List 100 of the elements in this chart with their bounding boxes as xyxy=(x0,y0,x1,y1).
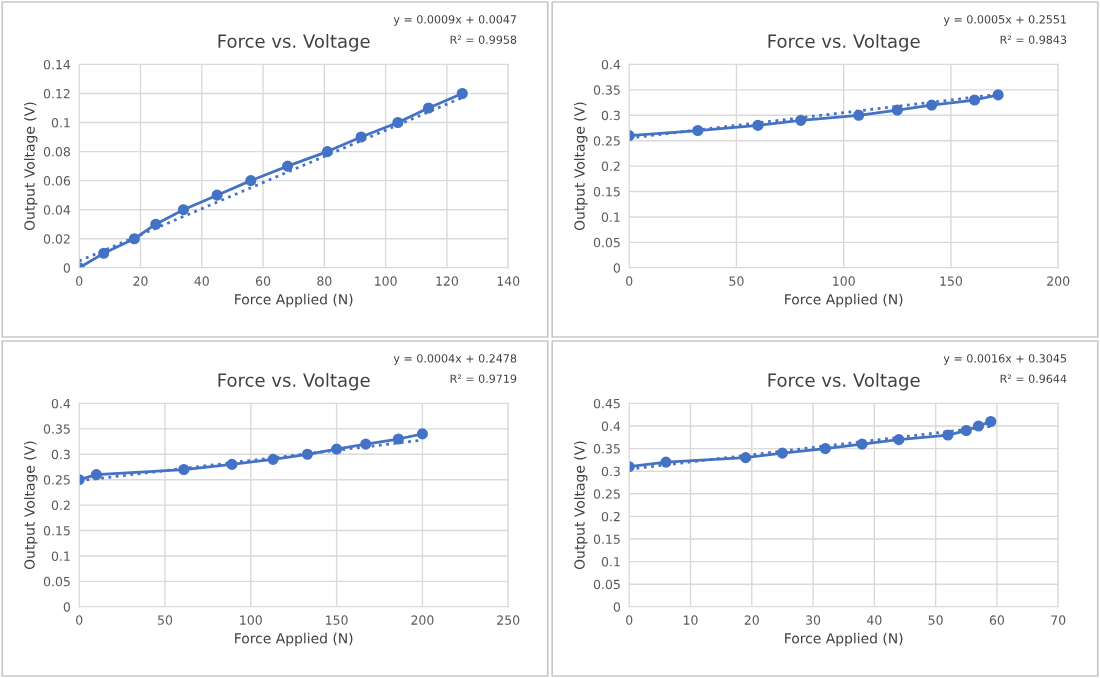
chart-title: Force vs. Voltage xyxy=(218,34,370,52)
x-tick-label: 30 xyxy=(806,615,821,625)
y-tick-label: 0.02 xyxy=(43,234,70,244)
y-tick-label: 0.25 xyxy=(593,489,620,499)
point xyxy=(211,189,223,201)
point xyxy=(282,160,294,172)
x-tick-label: 60 xyxy=(255,276,271,286)
y-tick-label: 0.3 xyxy=(51,449,70,460)
y-tick-label: 0.2 xyxy=(601,511,620,522)
y-tick-label: 0.25 xyxy=(593,136,620,146)
x-tick-label: 70 xyxy=(1051,615,1066,625)
x-tick-label: 0 xyxy=(76,615,83,625)
x-tick-label: 50 xyxy=(729,276,744,286)
x-tick-label: 10 xyxy=(683,615,698,625)
point xyxy=(456,87,468,100)
y-tick-label: 0.4 xyxy=(51,398,71,409)
x-tick-label: 50 xyxy=(158,615,173,625)
y-tick-label: 0.4 xyxy=(601,421,621,431)
point xyxy=(392,116,404,129)
point xyxy=(360,438,372,450)
y-tick-label: 0.12 xyxy=(43,88,70,99)
text: R² = 0.9958 xyxy=(450,35,517,44)
y-axis-title: Output Voltage (V) xyxy=(24,441,38,570)
point xyxy=(985,415,997,428)
y-tick-label: 0.1 xyxy=(601,212,620,222)
point xyxy=(245,175,257,187)
point xyxy=(926,99,938,111)
y-tick-label: 0.05 xyxy=(593,237,620,248)
y-tick-label: 0.2 xyxy=(51,500,70,511)
x-axis-title: Force Applied (N) xyxy=(235,293,353,308)
point xyxy=(692,124,704,137)
point xyxy=(893,434,905,446)
x-tick-label: 100 xyxy=(375,276,397,286)
x-tick-label: 200 xyxy=(1047,276,1070,286)
y-tick-label: 0.1 xyxy=(51,118,70,128)
x-tick-label: 140 xyxy=(497,276,520,286)
y-tick-label: 0.1 xyxy=(601,557,620,567)
x-tick-label: 60 xyxy=(989,615,1005,625)
chart-title: Force vs. Voltage xyxy=(768,34,920,52)
chart-title: Force vs. Voltage xyxy=(768,373,920,391)
point xyxy=(331,443,343,455)
text: y = 0.0004x + 0.2478 xyxy=(393,354,517,365)
x-tick-label: 150 xyxy=(940,276,963,286)
y-tick-label: 0.2 xyxy=(601,161,620,172)
point xyxy=(795,114,807,126)
point xyxy=(177,204,189,216)
y-tick-label: 0.3 xyxy=(601,466,620,477)
x-tick-label: 250 xyxy=(497,615,520,625)
y-tick-label: 0.08 xyxy=(43,147,71,157)
y-tick-label: 0.06 xyxy=(43,176,71,186)
y-tick-label: 0 xyxy=(613,263,621,273)
text: y = 0.0016x + 0.3045 xyxy=(943,354,1067,365)
y-tick-label: 0.35 xyxy=(593,444,620,454)
y-axis-title: Output Voltage (V) xyxy=(24,102,38,231)
x-tick-label: 40 xyxy=(867,615,882,625)
y-tick-label: 0.35 xyxy=(43,424,70,434)
y-tick-label: 0.05 xyxy=(43,576,70,587)
x-tick-label: 40 xyxy=(194,276,209,286)
y-tick-label: 0.15 xyxy=(593,534,620,544)
point xyxy=(422,102,435,114)
text: y = 0.0005x + 0.2551 xyxy=(943,15,1066,26)
y-tick-label: 0.05 xyxy=(593,579,620,590)
text: y = 0.0009x + 0.0047 xyxy=(393,15,517,26)
point xyxy=(90,469,102,481)
y-tick-label: 0.45 xyxy=(593,398,620,409)
x-tick-label: 100 xyxy=(240,615,262,625)
point xyxy=(891,104,903,116)
y-tick-label: 0.1 xyxy=(51,551,70,561)
x-tick-label: 50 xyxy=(928,615,943,625)
point xyxy=(960,424,972,437)
y-tick-label: 0 xyxy=(63,263,71,273)
x-axis-title: Force Applied (N) xyxy=(785,293,903,308)
point xyxy=(301,448,313,460)
x-tick-label: 20 xyxy=(133,276,148,286)
point xyxy=(416,428,428,440)
point xyxy=(776,447,788,459)
point xyxy=(968,94,981,106)
x-axis-title: Force Applied (N) xyxy=(785,632,903,647)
y-tick-label: 0.14 xyxy=(43,59,71,70)
point xyxy=(178,463,190,476)
point xyxy=(128,233,140,245)
y-tick-label: 0.15 xyxy=(593,187,620,197)
point xyxy=(150,218,162,230)
x-axis-title: Force Applied (N) xyxy=(235,632,353,647)
point xyxy=(853,109,865,121)
x-tick-label: 80 xyxy=(317,276,332,286)
y-tick-label: 0.04 xyxy=(43,205,71,215)
x-tick-label: 0 xyxy=(626,276,633,286)
y-tick-label: 0.35 xyxy=(593,85,620,95)
x-tick-label: 0 xyxy=(626,615,633,625)
y-tick-label: 0.3 xyxy=(601,110,620,121)
x-tick-label: 120 xyxy=(436,276,459,286)
point xyxy=(392,433,404,445)
y-axis-title: Output Voltage (V) xyxy=(574,102,588,231)
x-tick-label: 20 xyxy=(744,615,759,625)
text: R² = 0.9644 xyxy=(1000,374,1067,383)
chart-title: Force vs. Voltage xyxy=(218,373,370,391)
x-tick-label: 100 xyxy=(833,276,855,286)
y-tick-label: 0.15 xyxy=(43,526,70,536)
y-tick-label: 0.25 xyxy=(43,475,70,485)
